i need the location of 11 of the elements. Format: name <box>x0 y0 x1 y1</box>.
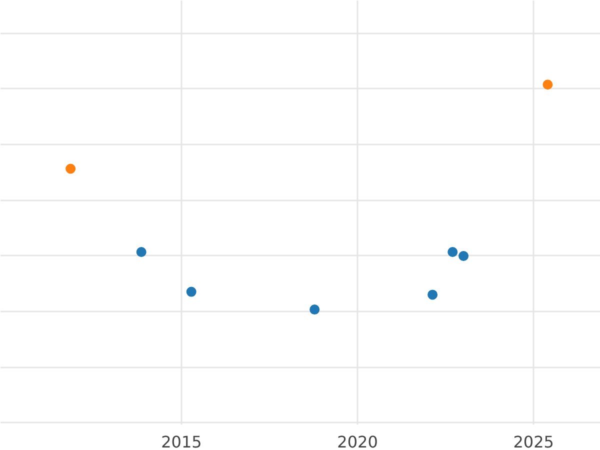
point <box>186 286 196 297</box>
x-tick-label: 2025 <box>513 432 554 450</box>
x-tick-label: 2015 <box>161 432 202 450</box>
point <box>542 80 553 90</box>
point <box>428 290 438 300</box>
point <box>310 304 320 315</box>
point <box>136 246 146 257</box>
x-tick-label: 2020 <box>337 432 378 450</box>
point <box>448 246 458 257</box>
point <box>66 164 76 174</box>
point <box>458 251 469 262</box>
